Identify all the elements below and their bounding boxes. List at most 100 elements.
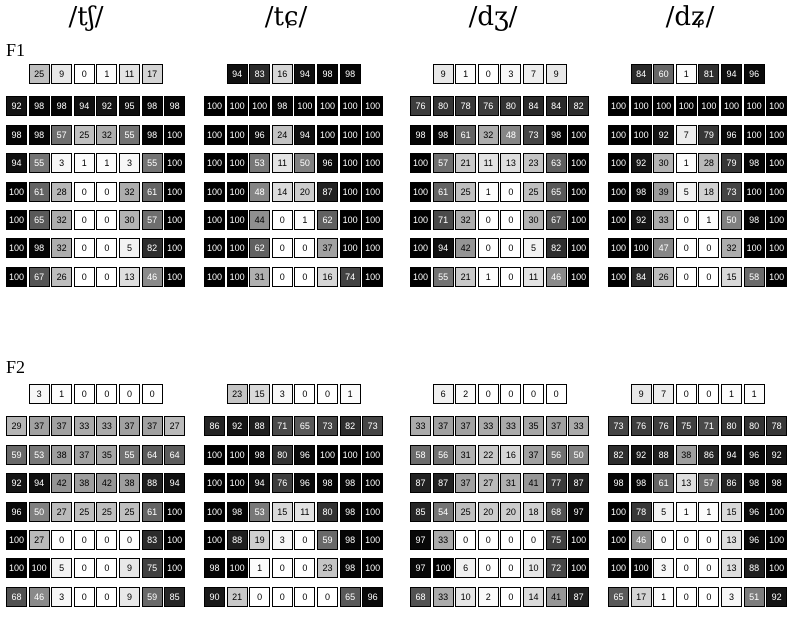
heatmap-cell: 100	[6, 530, 27, 550]
heatmap-cell: 100	[630, 96, 652, 117]
heatmap-cell: 82	[608, 444, 629, 465]
heatmap-cell: 50	[568, 444, 590, 465]
heatmap-cell: 100	[766, 558, 788, 579]
heatmap-cell: 100	[339, 444, 361, 465]
heatmap-cell: 0	[119, 530, 140, 550]
heatmap-cell: 37	[73, 444, 95, 465]
heatmap-cell: 98	[743, 153, 765, 174]
row-label-f1: F1	[6, 40, 26, 60]
heatmap-cell: 6	[455, 558, 477, 579]
heatmap-cell: 76	[630, 416, 652, 437]
heatmap-cell: 80	[317, 501, 338, 522]
heatmap-cell: 97	[410, 558, 431, 579]
heatmap-cell: 0	[675, 586, 697, 607]
heatmap-top-cell: 1	[455, 64, 477, 84]
heatmap-cell: 98	[630, 473, 652, 494]
heatmap-cell: 71	[271, 416, 293, 437]
heatmap-cell: 0	[294, 266, 316, 287]
heatmap-cell: 100	[362, 210, 384, 230]
heatmap-cell: 25	[455, 181, 477, 202]
heatmap-cell: 100	[164, 530, 186, 550]
heatmap-cell: 94	[28, 473, 50, 494]
heatmap-cell: 100	[766, 238, 788, 259]
heatmap-cell: 20	[294, 181, 316, 202]
heatmap-cell: 100	[226, 124, 248, 145]
heatmap-cell: 0	[249, 586, 271, 607]
heatmap-cell: 100	[608, 153, 629, 174]
heatmap-cell: 100	[6, 181, 27, 202]
heatmap-cell: 100	[608, 266, 629, 287]
heatmap-cell: 100	[675, 96, 697, 117]
heatmap-cell: 65	[28, 210, 50, 230]
heatmap-cell: 31	[500, 473, 522, 494]
heatmap-cell: 32	[455, 210, 477, 230]
heatmap-cell: 50	[721, 210, 742, 230]
heatmap-cell: 100	[568, 238, 590, 259]
heatmap-cell: 76	[477, 96, 499, 117]
heatmap-cell: 100	[204, 266, 225, 287]
heatmap-top-cell: 98	[317, 64, 338, 84]
heatmap-panel: 23 15 3 0 0 1 86 92 88 71 65 73 82 73 100 100 98 80 96 100 1…	[204, 384, 389, 614]
heatmap-cell: 21	[455, 153, 477, 174]
heatmap-top-cell: 23	[226, 384, 248, 404]
heatmap-cell: 0	[73, 266, 95, 287]
heatmap-top-cell: 84	[630, 64, 652, 84]
heatmap-cell: 100	[698, 96, 720, 117]
heatmap-cell: 25	[73, 124, 95, 145]
heatmap-cell: 0	[96, 181, 118, 202]
heatmap-cell: 59	[6, 444, 27, 465]
heatmap-cell: 98	[271, 96, 293, 117]
heatmap-cell: 74	[339, 266, 361, 287]
heatmap-cell: 0	[500, 266, 522, 287]
heatmap-panel: 84 60 1 81 94 96 100 100 100 100 100 100 100 100 100 10…	[608, 64, 793, 294]
heatmap-cell: 100	[204, 530, 225, 550]
heatmap-cell: 3	[271, 530, 293, 550]
heatmap-cell: 0	[294, 586, 316, 607]
heatmap-top-cell: 9	[432, 64, 454, 84]
heatmap-cell: 100	[204, 153, 225, 174]
heatmap-cell: 82	[141, 238, 163, 259]
heatmap-cell: 82	[339, 416, 361, 437]
heatmap-cell: 100	[568, 266, 590, 287]
heatmap-cell: 51	[743, 586, 765, 607]
heatmap-cell: 100	[410, 210, 431, 230]
heatmap-cell: 100	[432, 558, 454, 579]
heatmap-cell: 48	[500, 124, 522, 145]
heatmap-cell: 0	[698, 238, 720, 259]
heatmap-cell: 83	[141, 530, 163, 550]
heatmap-cell: 92	[630, 210, 652, 230]
heatmap-cell: 13	[675, 473, 697, 494]
heatmap-cell: 50	[28, 501, 50, 522]
heatmap-cell: 100	[249, 96, 271, 117]
heatmap-cell: 32	[477, 124, 499, 145]
heatmap-cell: 84	[545, 96, 567, 117]
heatmap-cell: 100	[568, 210, 590, 230]
heatmap-cell: 33	[500, 416, 522, 437]
heatmap-cell: 100	[164, 124, 186, 145]
heatmap-cell: 87	[568, 586, 590, 607]
heatmap-cell: 73	[523, 124, 544, 145]
heatmap-cell: 37	[455, 473, 477, 494]
heatmap-cell: 98	[339, 501, 361, 522]
heatmap-cell: 57	[141, 210, 163, 230]
heatmap-cell: 0	[73, 586, 95, 607]
heatmap-cell: 55	[28, 153, 50, 174]
heatmap-cell: 100	[766, 181, 788, 202]
heatmap-top-cell: 7	[523, 64, 544, 84]
heatmap-cell: 88	[226, 530, 248, 550]
heatmap-cell: 3	[51, 153, 73, 174]
heatmap-cell: 0	[317, 586, 338, 607]
heatmap-cell: 55	[432, 266, 454, 287]
heatmap-cell: 95	[119, 96, 140, 117]
heatmap-cell: 98	[141, 96, 163, 117]
heatmap-cell: 98	[249, 444, 271, 465]
heatmap-cell: 5	[675, 181, 697, 202]
heatmap-cell: 7	[675, 124, 697, 145]
title-tc: /tɕ/	[264, 2, 308, 32]
heatmap-cell: 18	[698, 181, 720, 202]
heatmap-cell: 100	[410, 181, 431, 202]
heatmap-cell: 20	[477, 501, 499, 522]
heatmap-cell: 100	[653, 96, 675, 117]
heatmap-cell: 17	[630, 586, 652, 607]
heatmap-cell: 0	[523, 530, 544, 550]
